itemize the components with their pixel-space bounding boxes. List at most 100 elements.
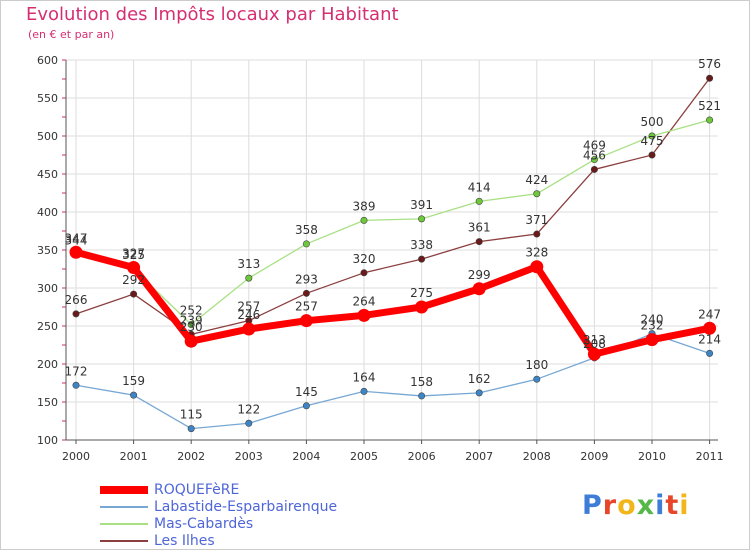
series-point-3 [706, 74, 714, 82]
y-tick-label: 200 [37, 358, 58, 371]
data-label: 232 [641, 319, 664, 333]
series-point-3 [590, 165, 598, 173]
series-point-1 [302, 402, 310, 410]
series-point-0 [415, 300, 429, 314]
series-point-0 [587, 347, 601, 361]
data-label: 213 [583, 333, 606, 347]
data-label: 414 [468, 180, 491, 194]
logo-letter: P [582, 490, 603, 521]
data-label: 252 [180, 303, 203, 317]
series-point-2 [302, 240, 310, 248]
y-tick-label: 500 [37, 130, 58, 143]
x-tick-label: 2010 [638, 450, 666, 463]
y-tick-label: 350 [37, 244, 58, 257]
legend-swatch [100, 523, 148, 525]
data-label: 115 [180, 408, 203, 422]
series-point-1 [475, 389, 483, 397]
series-point-3 [360, 269, 368, 277]
x-tick-label: 2003 [235, 450, 263, 463]
data-label: 576 [698, 57, 721, 71]
data-label: 456 [583, 148, 606, 162]
series-point-0 [530, 260, 544, 274]
series-point-0 [703, 321, 717, 335]
data-label: 164 [353, 370, 376, 384]
data-label: 239 [180, 313, 203, 327]
y-tick-label: 100 [37, 434, 58, 447]
series-point-2 [187, 320, 195, 328]
series-point-0 [472, 282, 486, 296]
data-label: 159 [122, 374, 145, 388]
x-tick-label: 2006 [408, 450, 436, 463]
series-point-2 [475, 197, 483, 205]
series-point-1 [533, 375, 541, 383]
x-tick-label: 2011 [696, 450, 724, 463]
series-point-3 [475, 238, 483, 246]
data-label: 347 [65, 231, 88, 245]
data-label: 327 [122, 246, 145, 260]
series-point-0 [69, 245, 83, 259]
series-point-3 [72, 310, 80, 318]
y-tick-label: 400 [37, 206, 58, 219]
data-label: 180 [525, 358, 548, 372]
data-label: 257 [237, 300, 260, 314]
data-label: 292 [122, 273, 145, 287]
data-label: 313 [237, 257, 260, 271]
series-point-0 [645, 333, 659, 347]
x-tick-label: 2000 [62, 450, 90, 463]
data-label: 247 [698, 307, 721, 321]
y-tick-label: 450 [37, 168, 58, 181]
data-label: 389 [353, 199, 376, 213]
logo-letter: x [636, 490, 656, 521]
data-label: 424 [525, 173, 548, 187]
legend-swatch [100, 506, 148, 508]
data-label: 521 [698, 99, 721, 113]
series-point-2 [648, 132, 656, 140]
data-label: 500 [641, 115, 664, 129]
data-label: 257 [295, 300, 318, 314]
data-label: 293 [295, 272, 318, 286]
series-line-0 [75, 248, 711, 358]
x-tick-label: 2001 [120, 450, 148, 463]
y-tick-label: 150 [37, 396, 58, 409]
data-label: 162 [468, 372, 491, 386]
series-point-2 [590, 156, 598, 164]
data-label: 172 [65, 364, 88, 378]
series-point-2 [418, 215, 426, 223]
legend-label: Les Ilhes [154, 533, 215, 549]
y-tick-label: 550 [37, 92, 58, 105]
data-label: 266 [65, 293, 88, 307]
series-point-1 [360, 387, 368, 395]
y-tick-label: 250 [37, 320, 58, 333]
series-point-3 [648, 151, 656, 159]
series-point-0 [127, 260, 141, 274]
data-label: 475 [641, 134, 664, 148]
data-label: 338 [410, 238, 433, 252]
series-point-3 [302, 289, 310, 297]
y-tick-label: 300 [37, 282, 58, 295]
data-label: 264 [353, 294, 376, 308]
chart-title: Evolution des Impôts locaux par Habitant [26, 4, 399, 25]
series-point-2 [360, 216, 368, 224]
data-label: 275 [410, 286, 433, 300]
series-point-3 [418, 255, 426, 263]
logo-letter: o [617, 490, 637, 521]
series-point-1 [706, 349, 714, 357]
legend-swatch [100, 540, 148, 542]
data-label: 325 [122, 248, 145, 262]
data-label: 230 [180, 320, 203, 334]
x-tick-label: 2008 [523, 450, 551, 463]
legend-label: ROQUEFèRE [154, 482, 240, 498]
series-point-2 [245, 274, 253, 282]
series-line-2 [75, 119, 710, 326]
series-point-0 [242, 322, 256, 336]
legend-label: Labastide-Esparbairenque [154, 499, 338, 515]
data-label: 208 [583, 337, 606, 351]
data-label: 145 [295, 385, 318, 399]
series-point-2 [706, 116, 714, 124]
series-point-0 [299, 314, 313, 328]
data-label: 391 [410, 198, 433, 212]
data-label: 299 [468, 268, 491, 282]
series-point-2 [533, 190, 541, 198]
data-label: 469 [583, 139, 606, 153]
